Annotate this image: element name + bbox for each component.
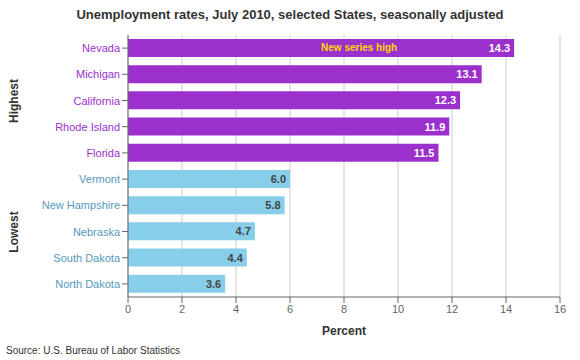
svg-text:6: 6 xyxy=(287,303,293,315)
svg-text:3.6: 3.6 xyxy=(206,278,221,290)
svg-text:Percent: Percent xyxy=(322,324,366,338)
svg-text:New series high: New series high xyxy=(321,42,397,53)
html-text:Unemployment rates, July 2010,: Unemployment rates, July 2010, selected … xyxy=(76,7,504,22)
svg-text:10: 10 xyxy=(392,303,404,315)
svg-text:4.4: 4.4 xyxy=(228,252,244,264)
svg-text:13.1: 13.1 xyxy=(456,68,477,80)
svg-text:0: 0 xyxy=(125,303,131,315)
svg-text:12.3: 12.3 xyxy=(435,94,456,106)
svg-text:12: 12 xyxy=(446,303,458,315)
svg-text:4: 4 xyxy=(233,303,239,315)
svg-text:16: 16 xyxy=(554,303,566,315)
svg-text:11.9: 11.9 xyxy=(424,121,445,133)
svg-text:6.0: 6.0 xyxy=(271,173,286,185)
html-text:Highest: Highest xyxy=(7,78,21,123)
svg-text:14: 14 xyxy=(500,303,512,315)
svg-text:North Dakota: North Dakota xyxy=(55,278,121,290)
svg-text:2: 2 xyxy=(179,303,185,315)
svg-text:Florida: Florida xyxy=(86,147,121,159)
svg-text:11.5: 11.5 xyxy=(414,147,435,159)
svg-text:Rhode Island: Rhode Island xyxy=(55,121,120,133)
svg-text:California: California xyxy=(74,95,121,107)
html-text:Lowest: Lowest xyxy=(7,210,21,253)
svg-text:5.8: 5.8 xyxy=(265,199,280,211)
svg-text:4.7: 4.7 xyxy=(236,225,251,237)
svg-text:Michigan: Michigan xyxy=(76,68,120,80)
svg-text:New Hampshire: New Hampshire xyxy=(42,199,120,211)
svg-text:Nebraska: Nebraska xyxy=(73,226,121,238)
svg-text:8: 8 xyxy=(341,303,347,315)
svg-text:South Dakota: South Dakota xyxy=(53,252,121,264)
svg-text:Vermont: Vermont xyxy=(79,173,120,185)
html-text:Source: U.S. Bureau of Labor S: Source: U.S. Bureau of Labor Statistics xyxy=(6,345,180,356)
svg-text:14.3: 14.3 xyxy=(489,42,510,54)
svg-text:Nevada: Nevada xyxy=(82,42,121,54)
